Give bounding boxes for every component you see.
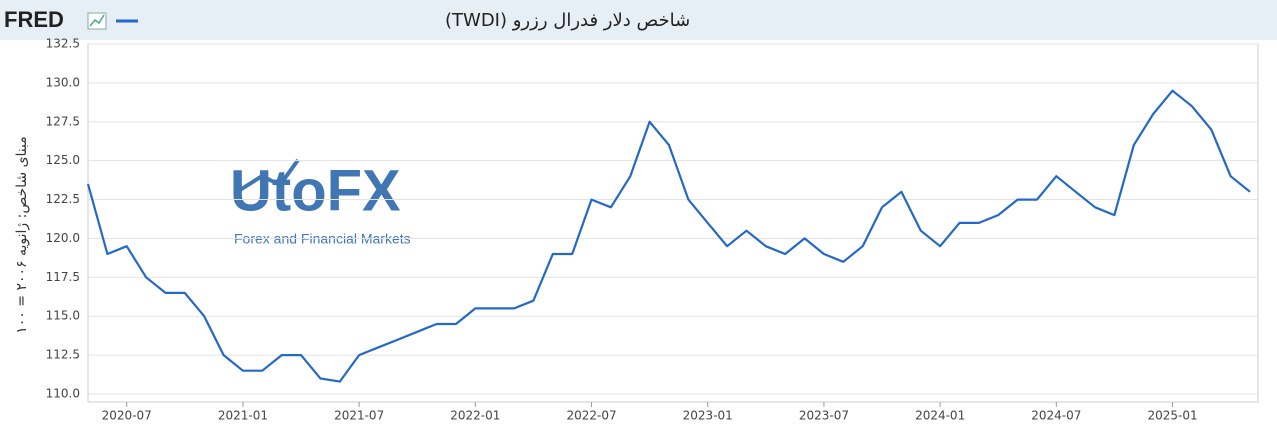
watermark-arrow xyxy=(238,158,300,192)
x-tick-label: 2023-01 xyxy=(683,409,733,423)
x-tick-label: 2020-07 xyxy=(102,409,152,423)
x-tick-label: 2022-07 xyxy=(566,409,616,423)
x-tick-label: 2024-07 xyxy=(1031,409,1081,423)
data-line xyxy=(86,89,1251,383)
chart-title: شاخص دلار فدرال رزرو (TWDI) xyxy=(445,10,690,31)
logo: FRED xyxy=(4,7,64,32)
x-tick-label: 2024-01 xyxy=(915,409,965,423)
y-tick-label: 112.5 xyxy=(46,348,80,362)
watermark-brand: UtoFX xyxy=(230,158,401,223)
watermark: UtoFX Forex and Financial Markets xyxy=(230,158,411,246)
x-tick-label: 2022-01 xyxy=(450,409,500,423)
y-tick-label: 110.0 xyxy=(46,387,80,401)
x-tick-label: 2021-01 xyxy=(218,409,268,423)
y-tick-label: 132.5 xyxy=(46,37,80,51)
y-tick-label: 120.0 xyxy=(46,231,80,245)
x-tick-label: 2021-07 xyxy=(334,409,384,423)
x-tick-label: 2023-07 xyxy=(799,409,849,423)
y-tick-label: 125.0 xyxy=(46,153,80,167)
x-tick-label: 2025-01 xyxy=(1147,409,1197,423)
y-axis-label: مبنای شاخص: ژانویه ۲۰۰۶ = ۱۰۰ xyxy=(14,136,30,334)
header-bar xyxy=(0,0,1277,40)
y-tick-label: 117.5 xyxy=(46,270,80,284)
y-tick-label: 130.0 xyxy=(46,75,80,89)
y-tick-label: 122.5 xyxy=(46,192,80,206)
y-tick-label: 115.0 xyxy=(46,309,80,323)
logo-icon xyxy=(89,14,105,27)
y-tick-label: 127.5 xyxy=(46,114,80,128)
